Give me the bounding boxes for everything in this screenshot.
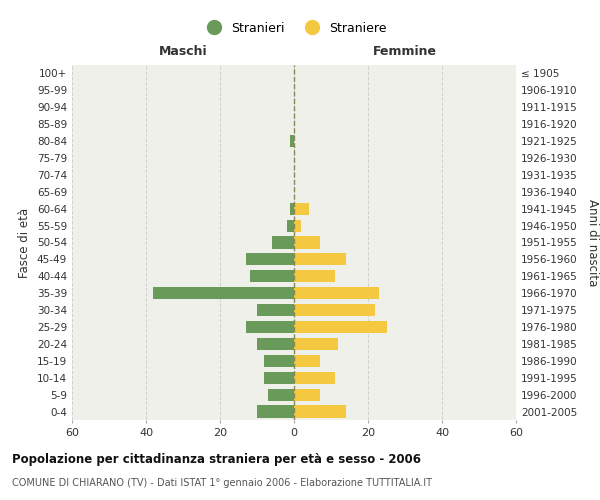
Text: Maschi: Maschi <box>158 45 208 58</box>
Bar <box>287 220 294 232</box>
Text: Femmine: Femmine <box>373 45 437 58</box>
Text: Popolazione per cittadinanza straniera per età e sesso - 2006: Popolazione per cittadinanza straniera p… <box>12 452 421 466</box>
Bar <box>294 202 309 215</box>
Bar <box>294 338 338 350</box>
Bar <box>294 406 346 417</box>
Bar <box>257 406 294 417</box>
Legend: Stranieri, Straniere: Stranieri, Straniere <box>201 22 387 35</box>
Bar <box>272 236 294 248</box>
Bar <box>294 354 320 367</box>
Bar <box>290 202 294 215</box>
Bar <box>265 372 294 384</box>
Bar <box>290 135 294 147</box>
Bar <box>246 321 294 333</box>
Bar <box>294 270 335 282</box>
Bar <box>246 254 294 266</box>
Bar <box>265 354 294 367</box>
Bar <box>250 270 294 282</box>
Bar <box>294 321 386 333</box>
Y-axis label: Anni di nascita: Anni di nascita <box>586 199 599 286</box>
Bar <box>294 254 346 266</box>
Bar <box>294 220 301 232</box>
Text: COMUNE DI CHIARANO (TV) - Dati ISTAT 1° gennaio 2006 - Elaborazione TUTTITALIA.I: COMUNE DI CHIARANO (TV) - Dati ISTAT 1° … <box>12 478 432 488</box>
Bar <box>294 304 376 316</box>
Bar <box>294 287 379 300</box>
Bar <box>268 388 294 400</box>
Bar <box>257 304 294 316</box>
Bar <box>294 372 335 384</box>
Bar <box>294 388 320 400</box>
Bar <box>294 236 320 248</box>
Bar <box>154 287 294 300</box>
Bar <box>257 338 294 350</box>
Y-axis label: Fasce di età: Fasce di età <box>19 208 31 278</box>
